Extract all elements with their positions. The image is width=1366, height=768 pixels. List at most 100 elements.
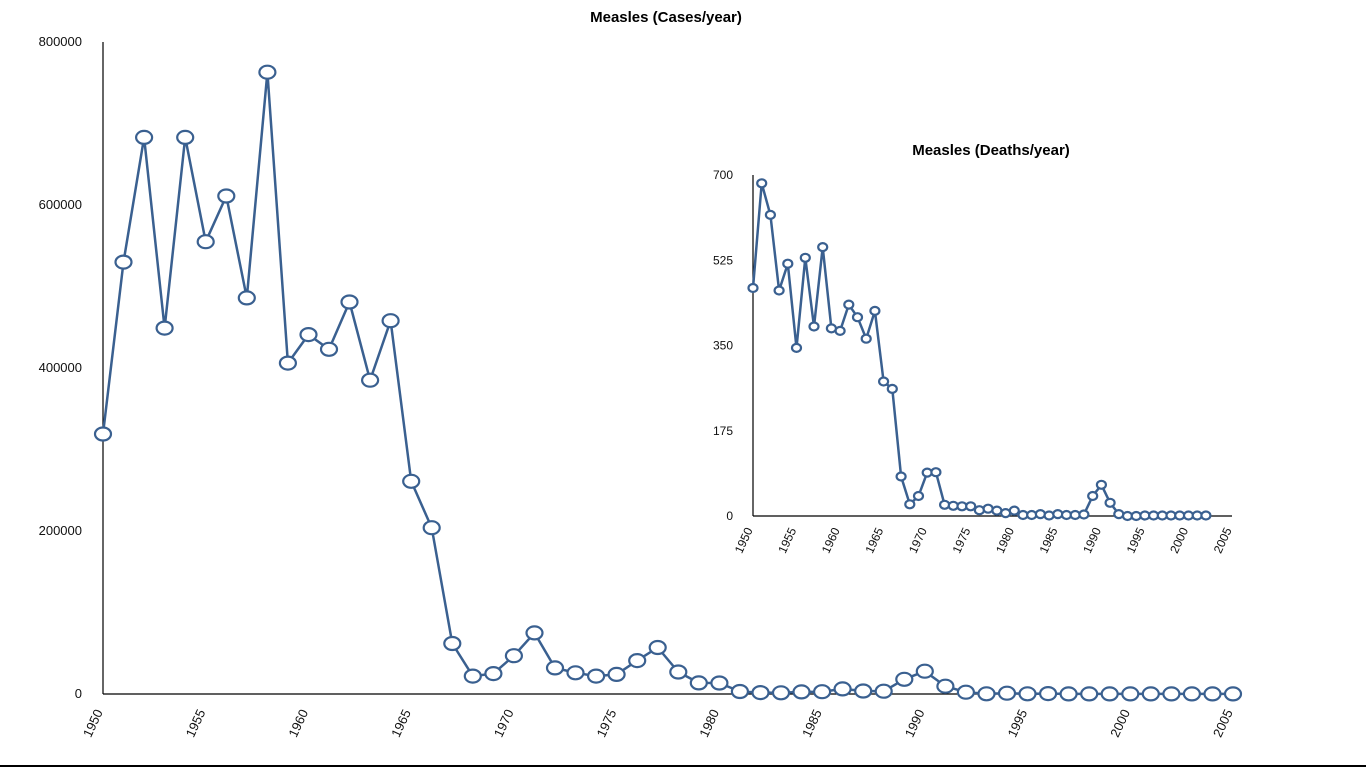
cases-data-point <box>176 129 195 145</box>
cases-data-point <box>566 665 585 681</box>
cases-data-point <box>93 426 113 442</box>
cases-data-point <box>956 684 976 700</box>
deaths-data-point <box>843 299 855 310</box>
cases-data-point <box>751 684 770 701</box>
cases-x-tick-label: 1960 <box>285 707 311 740</box>
deaths-data-point <box>1078 509 1090 520</box>
cases-data-point <box>484 665 503 682</box>
cases-y-tick-label: 400000 <box>39 360 82 375</box>
deaths-x-tick-label: 1985 <box>1037 525 1061 555</box>
deaths-chart-title: Measles (Deaths/year) <box>912 142 1070 159</box>
cases-chart-title: Measles (Cases/year) <box>590 9 742 26</box>
cases-data-point <box>854 683 873 699</box>
cases-x-tick-label: 2005 <box>1210 707 1236 740</box>
cases-data-point <box>895 671 914 687</box>
deaths-x-tick-label: 1965 <box>862 525 886 555</box>
deaths-data-point <box>1026 509 1038 521</box>
deaths-data-point <box>1052 508 1064 520</box>
deaths-data-point <box>965 501 977 512</box>
cases-data-point <box>237 290 256 306</box>
cases-data-point <box>504 648 524 664</box>
cases-y-tick-label: 800000 <box>39 34 82 49</box>
deaths-data-point <box>1043 510 1055 521</box>
deaths-data-point <box>773 285 785 296</box>
cases-data-point <box>114 254 133 270</box>
cases-y-tick-label: 600000 <box>39 197 82 212</box>
cases-data-point <box>874 683 893 699</box>
deaths-data-point <box>912 490 925 502</box>
deaths-data-point <box>869 305 881 316</box>
cases-data-point <box>812 684 832 700</box>
deaths-data-point <box>1104 497 1116 508</box>
cases-data-point <box>340 294 359 310</box>
deaths-data-point <box>817 242 829 253</box>
deaths-data-point <box>938 499 951 510</box>
cases-data-point <box>155 320 174 336</box>
deaths-chart: Measles (Deaths/year) 0 175 350 525 700 1950… <box>713 142 1235 555</box>
deaths-data-point <box>764 209 777 220</box>
cases-x-tick-label: 1990 <box>902 707 928 740</box>
deaths-data-point <box>860 333 872 344</box>
cases-y-axis-ticks: 0 200000 400000 600000 800000 <box>39 34 82 701</box>
deaths-x-tick-label: 1995 <box>1124 525 1148 555</box>
cases-y-tick-label: 200000 <box>39 523 82 538</box>
deaths-data-point <box>1174 510 1186 521</box>
cases-data-point <box>771 685 791 701</box>
deaths-data-point <box>1087 490 1099 502</box>
deaths-data-point <box>799 252 811 263</box>
deaths-data-point <box>808 321 820 332</box>
cases-data-point <box>792 684 811 700</box>
cases-data-point <box>1080 686 1099 702</box>
cases-data-point <box>915 663 934 679</box>
deaths-y-tick-label: 175 <box>713 424 733 438</box>
cases-data-point <box>1018 686 1037 702</box>
deaths-data-point <box>1095 479 1108 490</box>
deaths-data-point <box>1113 508 1125 520</box>
cases-data-point <box>1038 685 1058 702</box>
cases-data-point <box>1203 686 1222 702</box>
cases-data-point <box>1162 686 1181 702</box>
cases-data-point <box>710 675 729 691</box>
deaths-x-tick-label: 1975 <box>949 525 973 555</box>
bottom-divider <box>0 765 1366 767</box>
cases-data-point <box>1059 686 1078 702</box>
cases-x-tick-label: 1955 <box>183 707 209 740</box>
cases-chart: Measles (Cases/year) 0 200000 400000 600000… <box>39 9 1243 740</box>
deaths-data-point <box>834 325 846 336</box>
deaths-x-tick-label: 1980 <box>993 525 1017 555</box>
cases-data-point <box>730 683 750 700</box>
deaths-x-tick-label: 1955 <box>775 525 799 555</box>
cases-x-tick-label: 2000 <box>1107 707 1133 740</box>
deaths-data-point <box>747 282 759 294</box>
deaths-y-tick-label: 0 <box>726 509 733 523</box>
cases-x-tick-label: 1950 <box>80 707 106 740</box>
cases-data-point <box>1182 686 1202 702</box>
deaths-y-tick-label: 700 <box>713 168 733 182</box>
cases-data-point <box>833 681 852 697</box>
cases-data-point <box>669 664 688 680</box>
deaths-data-point <box>982 503 994 514</box>
cases-data-point <box>545 660 565 676</box>
cases-data-point <box>217 188 236 204</box>
cases-series <box>93 64 1243 702</box>
deaths-series-line <box>751 182 1206 518</box>
deaths-data-point <box>1008 505 1020 516</box>
cases-data-point <box>258 64 277 80</box>
cases-data-point <box>196 234 215 250</box>
cases-x-tick-label: 1975 <box>594 707 620 740</box>
cases-x-tick-label: 1970 <box>491 707 517 740</box>
cases-data-point <box>689 675 708 691</box>
cases-x-tick-label: 1965 <box>388 707 414 740</box>
deaths-y-axis-ticks: 0 175 350 525 700 <box>713 168 733 523</box>
deaths-data-point <box>973 505 986 516</box>
cases-data-point <box>936 678 955 694</box>
cases-data-point <box>525 625 544 641</box>
cases-data-point <box>361 372 380 388</box>
deaths-data-point <box>886 383 898 394</box>
deaths-y-tick-label: 350 <box>713 339 733 353</box>
deaths-x-axis-ticks: 1950 1955 1960 1965 1970 1975 1980 1985 1990 1995… <box>732 525 1235 555</box>
cases-data-point <box>319 341 339 357</box>
cases-data-point <box>463 668 482 684</box>
cases-data-point <box>278 355 297 371</box>
